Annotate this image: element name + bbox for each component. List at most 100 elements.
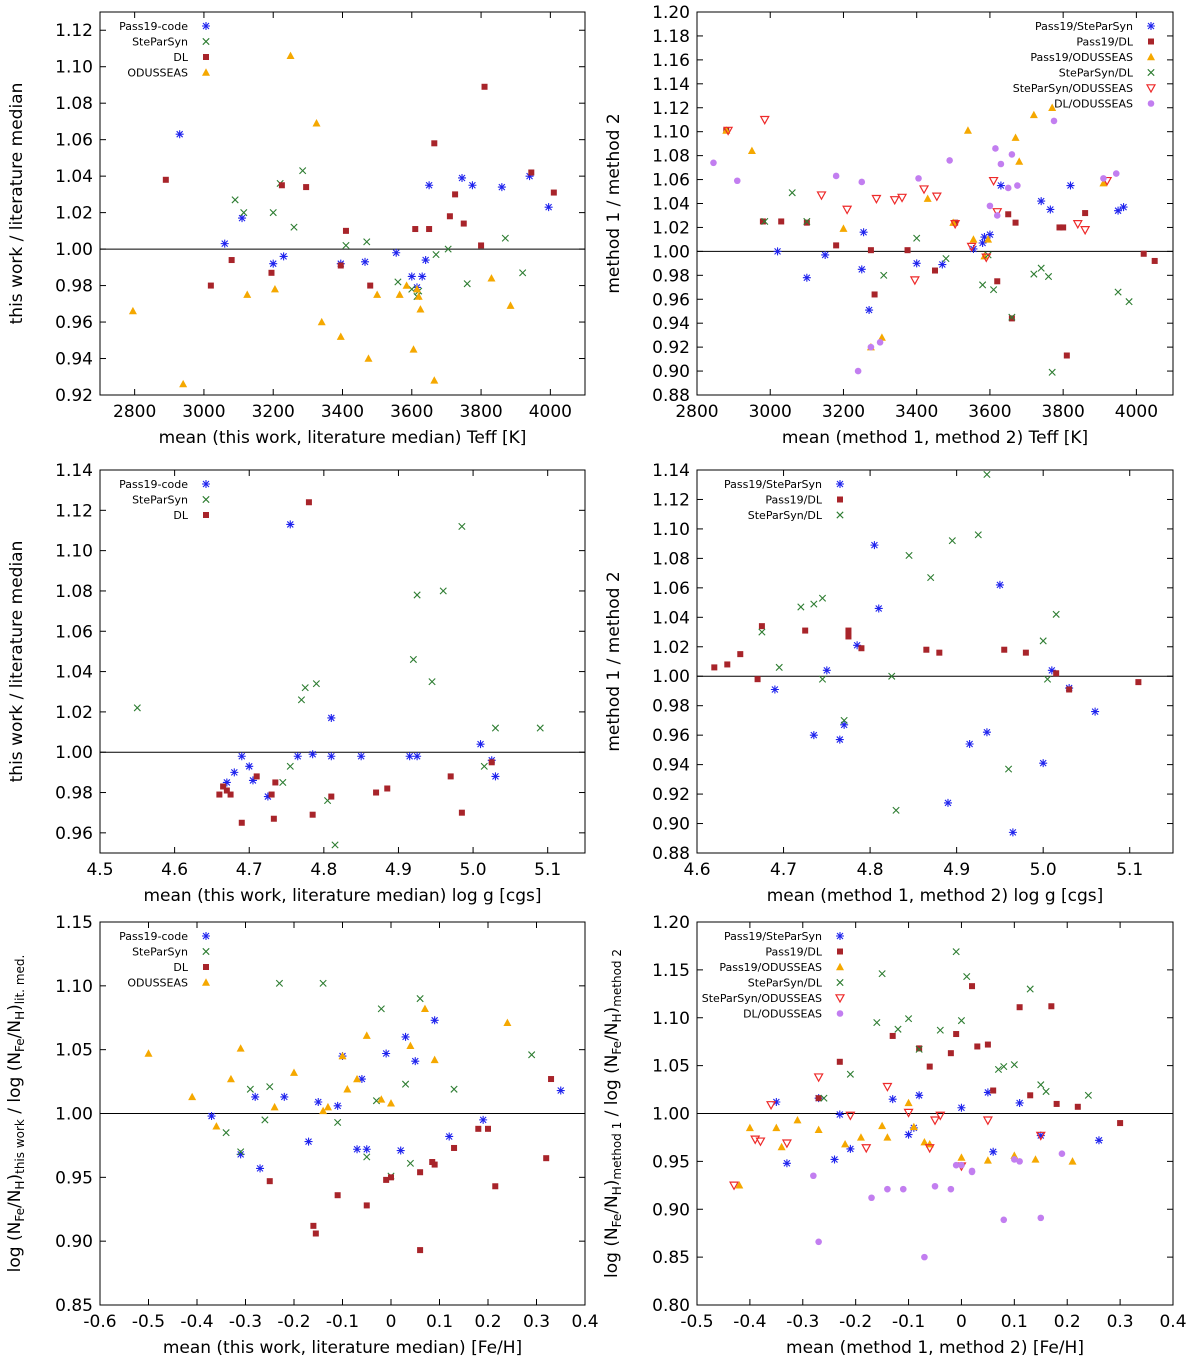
data-point	[926, 1063, 933, 1070]
data-point	[406, 1041, 415, 1050]
data-point	[144, 1049, 153, 1057]
y-tick-label: 0.90	[652, 362, 690, 382]
data-point	[943, 798, 952, 807]
data-point	[270, 1102, 279, 1111]
x-tick-label: 4.8	[310, 860, 337, 880]
y-tick-label: 0.96	[652, 290, 690, 310]
data-point	[1014, 182, 1021, 189]
legend-label: SteParSyn/DL	[748, 509, 823, 522]
data-point	[333, 1101, 342, 1110]
x-axis-label: mean (method 1, method 2) [Fe/H]	[786, 1338, 1084, 1358]
data-point	[957, 1153, 966, 1161]
data-point	[293, 752, 302, 761]
data-point	[845, 627, 852, 634]
data-point	[969, 235, 978, 243]
data-points	[133, 499, 544, 849]
legend-label: DL/ODUSSEAS	[1054, 98, 1133, 111]
data-point	[870, 541, 879, 550]
y-tick-label: 0.98	[652, 266, 690, 286]
data-point	[407, 272, 416, 281]
data-point	[1011, 133, 1020, 141]
legend-marker	[836, 511, 844, 519]
data-point	[874, 604, 883, 613]
data-point	[468, 181, 477, 190]
data-point	[476, 740, 485, 749]
data-point	[846, 1144, 855, 1153]
legend-marker	[202, 22, 210, 30]
x-tick-label: -0.2	[277, 1312, 310, 1332]
data-point	[1140, 250, 1147, 257]
data-point	[882, 1082, 893, 1092]
y-tick-label: 0.80	[652, 1296, 690, 1316]
data-point	[1016, 1158, 1023, 1165]
legend-marker	[1147, 52, 1155, 61]
data-point	[946, 157, 953, 164]
x-tick-label: 0.4	[1159, 1312, 1186, 1332]
data-point	[519, 269, 527, 277]
data-point	[958, 1161, 965, 1169]
data-point	[363, 1202, 370, 1209]
data-point	[228, 257, 235, 264]
data-point	[543, 1155, 550, 1162]
data-point	[463, 280, 471, 288]
data-point	[231, 196, 239, 204]
data-point	[336, 332, 345, 340]
data-point	[544, 203, 553, 212]
data-point	[478, 242, 485, 249]
panel-feh-lit: -0.6 -0.5 -0.4 -0.3 -0.2 -0.1 0 0.1 0.2 0.3 0.4 0.8…	[5, 913, 599, 1358]
x-tick-label: 4.9	[943, 860, 970, 880]
data-point	[778, 218, 785, 225]
data-point	[245, 762, 254, 771]
legend-label: SteParSyn/ODUSSEAS	[1013, 82, 1133, 95]
data-point	[989, 286, 998, 294]
y-tick-label: 1.00	[652, 242, 690, 262]
data-point	[840, 720, 849, 729]
data-point	[266, 1083, 274, 1091]
data-point	[367, 282, 374, 289]
data-point	[968, 1168, 976, 1176]
data-point	[835, 735, 844, 744]
data-point	[904, 1098, 913, 1107]
data-point	[353, 1074, 362, 1083]
data-point	[480, 762, 488, 770]
data-point	[485, 1125, 491, 1132]
data-point	[373, 290, 382, 298]
data-point	[431, 1161, 438, 1168]
data-point	[815, 1238, 822, 1246]
x-tick-label: 0	[386, 1312, 397, 1332]
data-point	[528, 169, 535, 176]
data-point	[1135, 679, 1142, 686]
x-tick-label: 2800	[675, 402, 718, 422]
data-point	[421, 256, 430, 265]
y-tick-label: 0.90	[55, 1232, 93, 1252]
data-point	[952, 1161, 960, 1169]
y-tick-label: 0.92	[55, 386, 93, 406]
legend-label: DL/ODUSSEAS	[743, 1008, 822, 1021]
data-point	[920, 1138, 929, 1146]
data-point	[992, 145, 999, 152]
data-point	[266, 1178, 273, 1185]
y-tick-label: 1.14	[652, 461, 690, 481]
data-point	[868, 1194, 875, 1202]
x-tick-label: 4.7	[770, 860, 797, 880]
y-axis-label: log (NFe/NH)method 1 / log (NFe/NH)metho…	[602, 949, 624, 1278]
data-point	[299, 167, 307, 175]
x-tick-label: -0.5	[132, 1312, 165, 1332]
y-tick-label: 1.10	[55, 977, 93, 997]
data-point	[969, 244, 978, 253]
legend-marker	[837, 496, 843, 503]
data-point	[1037, 197, 1046, 206]
data-point	[921, 1253, 928, 1261]
x-axis-label: mean (method 1, method 2) Teff [K]	[782, 428, 1088, 448]
x-tick-label: 5.0	[1030, 860, 1057, 880]
data-point	[458, 173, 467, 182]
data-point	[905, 551, 913, 560]
data-point	[1029, 110, 1038, 119]
data-point	[475, 1125, 482, 1132]
y-tick-label: 1.08	[55, 94, 93, 114]
data-point	[290, 1068, 298, 1076]
data-point	[909, 276, 920, 286]
data-point	[1084, 1091, 1092, 1099]
data-point	[312, 119, 321, 127]
y-tick-label: 0.88	[652, 844, 690, 864]
